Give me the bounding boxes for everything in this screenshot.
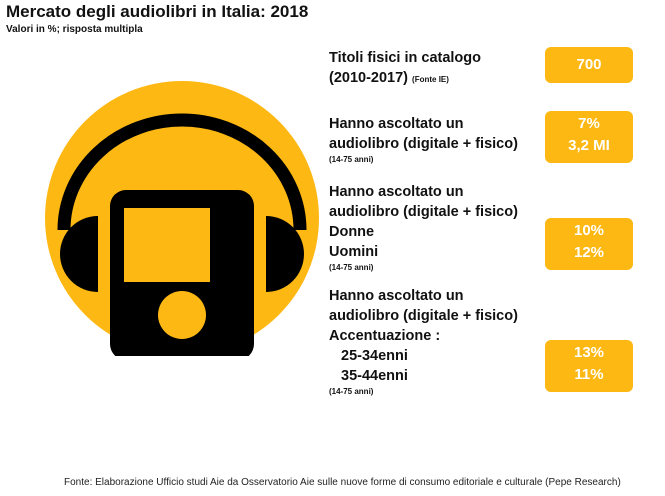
headband-shape (57, 113, 307, 231)
row-label: Uomini (329, 244, 379, 260)
block-line: audiolibro (digitale + fisico) (329, 308, 518, 324)
badge-value: 700 (576, 56, 602, 73)
age-note: (14-75 anni) (329, 387, 374, 396)
listened-gender-block: Hanno ascoltato un audiolibro (digitale … (329, 182, 518, 273)
listened-age-block: Hanno ascoltato un audiolibro (digitale … (329, 286, 518, 397)
badge-value: 7% (578, 115, 600, 132)
block-line: Hanno ascoltato un (329, 288, 464, 304)
audiobook-player-headphones-icon (45, 81, 319, 356)
badge-value: 3,2 MI (568, 137, 610, 154)
value-badge: 13% 11% (545, 340, 633, 392)
listened-total-block: Hanno ascoltato un audiolibro (digitale … (329, 114, 518, 165)
row-label: Donne (329, 224, 375, 240)
block-line: audiolibro (digitale + fisico) (329, 136, 518, 152)
value-badge: 700 (545, 47, 633, 83)
catalog-titles-block: Titoli fisici in catalogo (2010-2017) (F… (329, 48, 481, 90)
block-line: audiolibro (digitale + fisico) (329, 204, 518, 220)
badge-value: 11% (574, 366, 604, 383)
block-line: Titoli fisici in catalogo (329, 50, 482, 66)
badge-value: 10% (573, 222, 605, 239)
value-badge: 7% 3,2 MI (545, 111, 633, 163)
page-title: Mercato degli audiolibri in Italia: 2018 (6, 2, 309, 21)
badge-value: 12% (573, 244, 605, 261)
source-note: (Fonte IE) (412, 75, 449, 84)
row-label: 25-34enni (341, 348, 408, 364)
badge-value: 13% (573, 344, 605, 361)
block-line: Hanno ascoltato un (329, 184, 464, 200)
block-line: Accentuazione : (329, 328, 441, 344)
left-earcup-shape (60, 216, 98, 292)
age-note: (14-75 anni) (329, 155, 374, 164)
row-label: 35-44enni (341, 368, 408, 384)
player-screen-shape (124, 208, 210, 282)
age-note: (14-75 anni) (329, 263, 374, 272)
block-line-with-source: (2010-2017) (Fonte IE) (329, 70, 449, 86)
right-earcup-shape (266, 216, 304, 292)
source-footer: Fonte: Elaborazione Ufficio studi Aie da… (64, 477, 621, 488)
player-wheel-shape (158, 291, 206, 339)
page-subtitle: Valori in %; risposta multipla (6, 24, 143, 35)
block-line: Hanno ascoltato un (329, 116, 464, 132)
value-badge: 10% 12% (545, 218, 633, 270)
